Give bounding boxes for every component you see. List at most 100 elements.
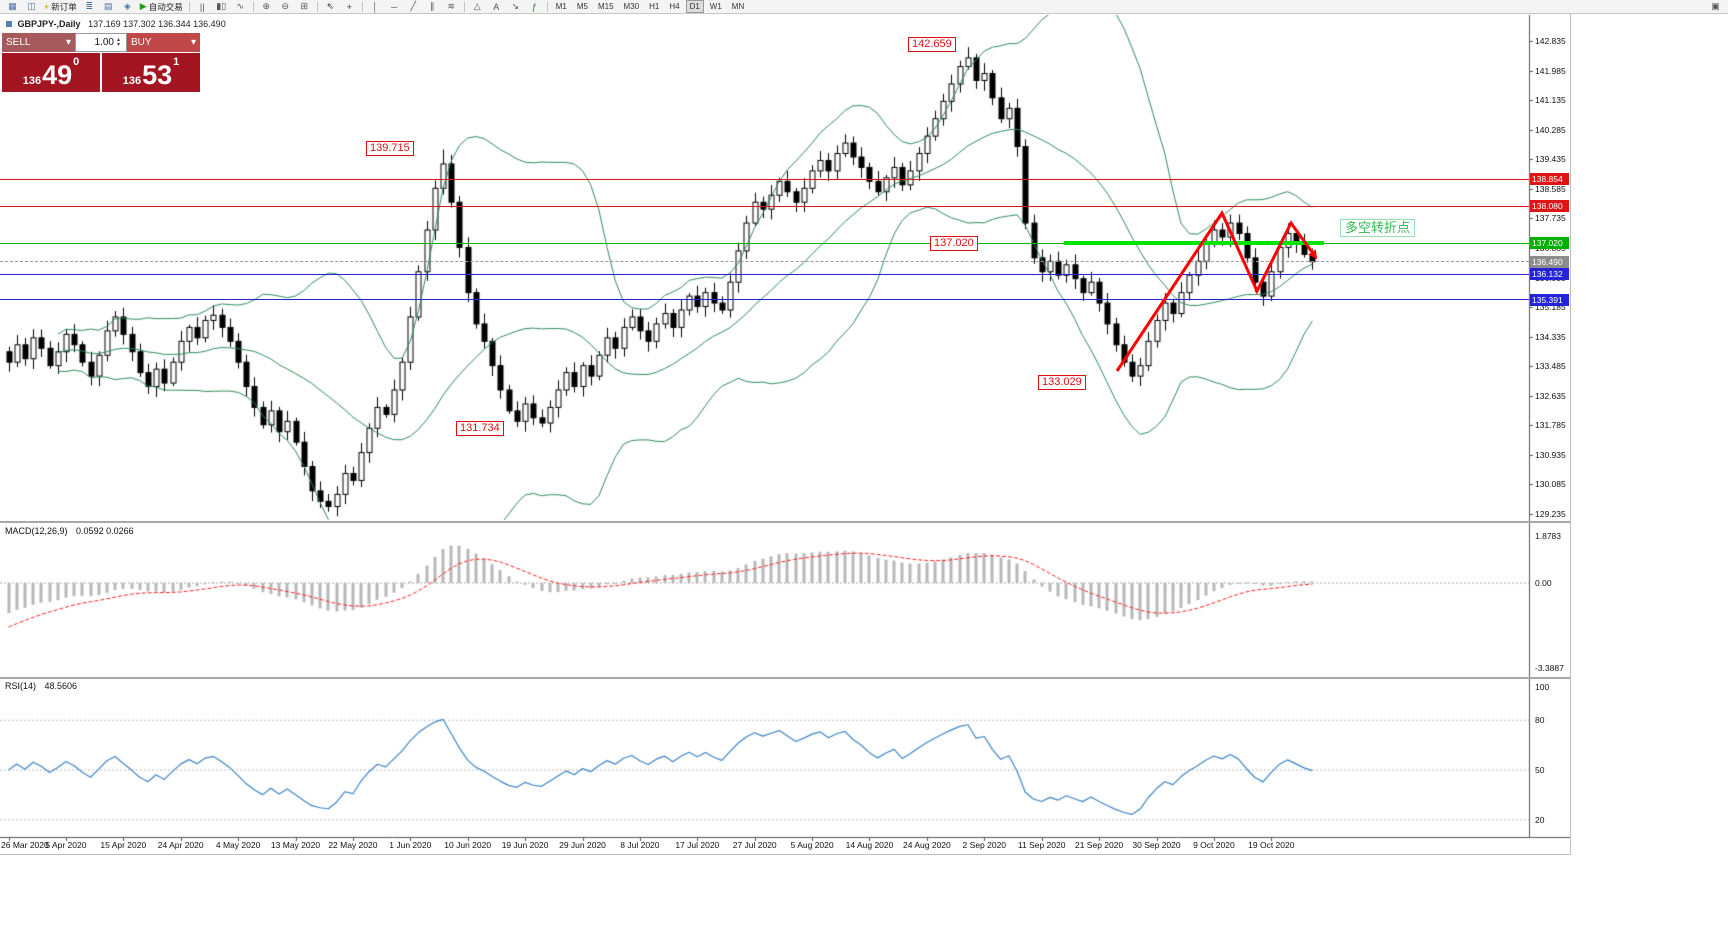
- new-order-button-label: 新订单: [51, 1, 77, 12]
- crosshair-icon[interactable]: +: [340, 0, 359, 14]
- line-chart-icon[interactable]: ∿: [231, 0, 250, 14]
- price-tick: 134.335: [1535, 331, 1566, 342]
- text-icon: A: [493, 1, 500, 12]
- zoom-in-icon[interactable]: ⊕: [257, 0, 276, 14]
- date-label: 4 May 2020: [215, 840, 261, 850]
- timeframe-m30[interactable]: M30: [623, 2, 640, 11]
- hline-138.08[interactable]: [0, 205, 1529, 207]
- timeframe-mn[interactable]: MN: [731, 2, 745, 11]
- date-label: 17 Jul 2020: [675, 840, 720, 850]
- hline-137.02[interactable]: [0, 242, 1529, 244]
- price-tick: 141.135: [1535, 95, 1566, 106]
- cursor-icon: ⇖: [326, 1, 334, 11]
- text-icon[interactable]: A: [487, 0, 506, 14]
- indicators-icon[interactable]: ƒ: [525, 0, 544, 14]
- hline-136.49[interactable]: [0, 261, 1529, 263]
- horizontal-line-icon[interactable]: ─: [385, 0, 404, 14]
- tile-windows-icon: ⊞: [300, 1, 308, 11]
- hline-135.391[interactable]: [0, 299, 1529, 301]
- panel-separator[interactable]: [0, 521, 1570, 523]
- buy-header-button[interactable]: BUY ▾: [127, 33, 200, 52]
- timeframe-m5[interactable]: M5: [576, 2, 588, 11]
- date-label: 24 Aug 2020: [903, 840, 951, 850]
- new-chart-icon[interactable]: ▦: [3, 0, 22, 14]
- data-window-icon[interactable]: ▤: [99, 0, 118, 14]
- timeframe-m1[interactable]: M1: [555, 2, 567, 11]
- date-label: 2 Sep 2020: [962, 840, 1007, 850]
- sell-dropdown-icon[interactable]: ▾: [65, 37, 71, 48]
- vertical-line-icon[interactable]: │: [366, 0, 385, 14]
- hline-138.854[interactable]: [0, 178, 1529, 180]
- volume-up-icon[interactable]: ▴: [117, 36, 121, 43]
- chart-symbol-period: GBPJPY-,Daily: [17, 19, 81, 29]
- chart-window-bottom-border: [0, 854, 1571, 855]
- autotrading-icon: ▶: [139, 1, 147, 11]
- panel-separator[interactable]: [0, 677, 1570, 679]
- buy-price-fraction: 1: [173, 56, 180, 68]
- timeframe-m15[interactable]: M15: [597, 2, 614, 11]
- price-callout-133.029[interactable]: 133.029: [1038, 375, 1086, 390]
- sell-price-button[interactable]: 136 49 0: [2, 53, 100, 92]
- autotrading-button-label: 自动交易: [148, 1, 183, 12]
- sell-label: SELL: [6, 37, 31, 48]
- timeframe-h1[interactable]: H1: [649, 2, 660, 11]
- chart-title: GBPJPY-,Daily 137.169 137.302 136.344 13…: [6, 19, 226, 29]
- fibonacci-icon[interactable]: ≋: [442, 0, 461, 14]
- date-label: 19 Jun 2020: [501, 840, 549, 850]
- volume-field[interactable]: ▴ ▾: [75, 33, 127, 52]
- price-tick: 129.235: [1535, 509, 1566, 519]
- price-tick: 140.285: [1535, 124, 1566, 135]
- volume-input[interactable]: [76, 36, 116, 49]
- date-label: 9 Oct 2020: [1193, 840, 1235, 850]
- buy-price-base: 136: [122, 75, 142, 87]
- price-callout-139.715[interactable]: 139.715: [366, 141, 414, 156]
- buy-dropdown-icon[interactable]: ▾: [190, 37, 196, 48]
- market-watch-icon: ≣: [85, 1, 94, 11]
- bar-chart-icon[interactable]: ||: [193, 0, 212, 14]
- chart-profiles-icon[interactable]: ◫: [22, 0, 41, 14]
- date-label: 15 Apr 2020: [100, 840, 147, 850]
- rsi-indicator-label: RSI(14) 48.5606: [5, 681, 77, 691]
- buy-price-button[interactable]: 136 53 1: [102, 53, 200, 92]
- trendline-icon[interactable]: ╱: [404, 0, 423, 14]
- sell-header-button[interactable]: SELL ▾: [2, 33, 75, 52]
- tile-windows-icon[interactable]: ⊞: [295, 0, 314, 14]
- hline-136.132[interactable]: [0, 273, 1529, 275]
- price-callout-131.734[interactable]: 131.734: [456, 421, 504, 436]
- price-callout-142.659[interactable]: 142.659: [908, 37, 956, 52]
- channel-icon[interactable]: ∥: [423, 0, 442, 14]
- date-label: 1 Jun 2020: [389, 840, 432, 850]
- price-box-135.391: 135.391: [1530, 293, 1569, 306]
- market-watch-icon[interactable]: ≣: [80, 0, 99, 14]
- macd-axis-tick: 0.00: [1535, 578, 1552, 588]
- date-label: 19 Oct 2020: [1248, 840, 1295, 850]
- shapes-icon[interactable]: △: [468, 0, 487, 14]
- indicators-icon: ƒ: [531, 1, 537, 12]
- candlestick-chart-icon[interactable]: ▮▯: [212, 0, 231, 14]
- arrow-object-icon[interactable]: ↘: [506, 0, 525, 14]
- new-order-button[interactable]: + 新订单: [41, 0, 80, 14]
- date-label: 5 Aug 2020: [790, 840, 834, 850]
- chart-window-icon: [6, 21, 12, 27]
- fibonacci-icon: ≋: [447, 1, 455, 11]
- line-chart-icon: ∿: [236, 1, 244, 11]
- zoom-out-icon[interactable]: ⊖: [276, 0, 295, 14]
- navigator-icon[interactable]: ◈: [118, 0, 137, 14]
- timeframe-w1[interactable]: W1: [709, 2, 722, 11]
- price-box-138.080: 138.080: [1530, 200, 1569, 213]
- data-window-icon: ▤: [104, 1, 113, 11]
- support-zone-line[interactable]: [1064, 241, 1324, 246]
- autotrading-button[interactable]: ▶ 自动交易: [137, 0, 186, 14]
- cursor-icon[interactable]: ⇖: [321, 0, 340, 14]
- window-buttons-icon[interactable]: ▣: [1711, 1, 1720, 11]
- volume-down-icon[interactable]: ▾: [117, 41, 121, 48]
- timeframe-d1[interactable]: D1: [685, 0, 704, 13]
- price-callout-137.020[interactable]: 137.020: [930, 236, 978, 251]
- rsi-axis-tick: 50: [1535, 765, 1545, 775]
- date-label: 29 Jun 2020: [559, 840, 606, 850]
- bull-bear-turning-point-annotation[interactable]: 多空转折点: [1340, 219, 1416, 237]
- timeframe-h4[interactable]: H4: [669, 2, 680, 11]
- trendline-icon: ╱: [410, 1, 416, 11]
